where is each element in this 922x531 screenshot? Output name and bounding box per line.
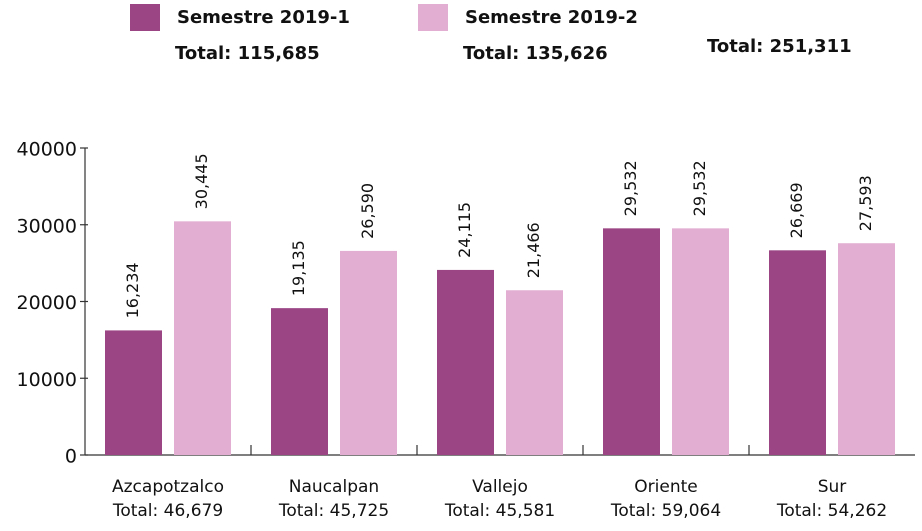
y-tick-label: 40000	[17, 139, 77, 161]
value-label: 19,135	[289, 240, 308, 296]
legend-label: Semestre 2019-2	[465, 7, 638, 28]
x-tick-label: Azcapotzalco	[112, 477, 224, 497]
y-tick-label: 10000	[17, 369, 77, 391]
bar	[769, 250, 826, 455]
category-total: Total: 45,581	[444, 501, 555, 521]
bar	[340, 250, 397, 455]
bar	[105, 330, 162, 455]
value-label: 21,466	[524, 222, 543, 278]
legend-total: Total: 115,685	[175, 43, 320, 64]
value-label: 26,669	[787, 182, 806, 238]
category-total: Total: 59,064	[610, 501, 721, 521]
bar	[174, 221, 231, 455]
value-label: 26,590	[358, 183, 377, 239]
value-label: 24,115	[455, 202, 474, 258]
legend-swatch	[130, 4, 160, 31]
value-label: 29,532	[690, 160, 709, 216]
grand-total: Total: 251,311	[707, 36, 852, 57]
x-tick-label: Sur	[818, 477, 847, 497]
y-tick-label: 20000	[17, 292, 77, 314]
bar	[271, 308, 328, 455]
legend-swatch	[418, 4, 448, 31]
category-total: Total: 46,679	[112, 501, 223, 521]
y-tick-label: 30000	[17, 215, 77, 237]
value-label: 30,445	[192, 153, 211, 209]
bar	[672, 228, 729, 455]
value-label: 27,593	[856, 175, 875, 231]
value-label: 16,234	[123, 262, 142, 318]
bar	[838, 243, 895, 455]
x-tick-label: Vallejo	[472, 477, 528, 497]
value-label: 29,532	[621, 160, 640, 216]
legend-total: Total: 135,626	[463, 43, 608, 64]
x-tick-label: Oriente	[634, 477, 697, 497]
category-total: Total: 54,262	[776, 501, 887, 521]
bar	[437, 269, 494, 455]
legend-label: Semestre 2019-1	[177, 7, 350, 28]
x-tick-label: Naucalpan	[289, 477, 379, 497]
bar	[603, 228, 660, 455]
y-tick-label: 0	[65, 446, 77, 468]
category-total: Total: 45,725	[278, 501, 389, 521]
bar	[506, 290, 563, 455]
